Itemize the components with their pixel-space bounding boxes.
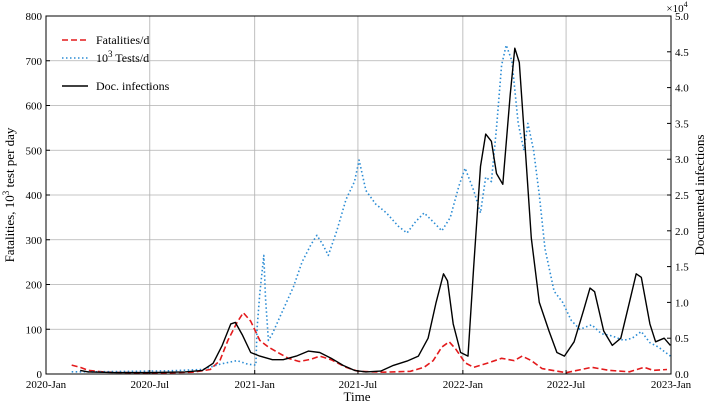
right-tick-label: 3.0 xyxy=(675,154,689,166)
right-tick-label: 2.0 xyxy=(675,226,689,238)
legend: Fatalities/d 103​ Tests/d Doc. infections xyxy=(62,33,170,93)
right-tick-label: 4.0 xyxy=(675,83,689,95)
right-tick-label: 0.0 xyxy=(675,369,689,381)
left-tick-label: 700 xyxy=(26,56,43,68)
left-tick-label: 400 xyxy=(26,190,43,202)
x-tick-label: 2023-Jan xyxy=(651,379,692,391)
grid-lines xyxy=(45,15,672,375)
series-line xyxy=(80,47,671,374)
x-axis-title: Time xyxy=(344,389,371,404)
legend-label: Doc. infections xyxy=(96,79,170,93)
series-line xyxy=(71,311,668,374)
series-line xyxy=(71,44,671,373)
left-tick-label: 0 xyxy=(37,369,43,381)
x-tick-label: 2020-Jul xyxy=(131,379,170,391)
x-tick-label: 2022-Jul xyxy=(547,379,586,391)
left-tick-label: 500 xyxy=(26,145,43,157)
x-tick-label: 2022-Jan xyxy=(443,379,484,391)
legend-label: 103​ Tests/d xyxy=(96,49,149,65)
right-tick-label: 1.5 xyxy=(675,262,689,274)
right-axis-multiplier: ×104​ xyxy=(666,0,687,15)
right-tick-label: 3.5 xyxy=(675,118,689,130)
left-tick-label: 600 xyxy=(26,101,43,113)
left-tick-label: 800 xyxy=(26,11,43,23)
right-tick-label: 0.5 xyxy=(675,333,689,345)
right-tick-label: 4.5 xyxy=(675,47,689,59)
right-tick-label: 2.5 xyxy=(675,190,689,202)
right-axis-ticks: 0.0 0.5 1.0 1.5 2.0 2.5 3.0 3.5 4.0 4.5 5.0 xyxy=(667,11,689,381)
left-tick-label: 100 xyxy=(26,324,43,336)
x-tick-label: 2021-Jan xyxy=(235,379,276,391)
x-axis-ticks: 2020-Jan 2020-Jul 2021-Jan 2021-Jul 2022-Jan… xyxy=(26,370,692,391)
left-tick-label: 300 xyxy=(26,235,43,247)
x-tick-label: 2020-Jan xyxy=(26,379,67,391)
left-axis-title: Fatalities, 103​ test per day xyxy=(1,127,17,262)
right-axis-title: Documented infections xyxy=(692,135,707,256)
right-tick-label: 1.0 xyxy=(675,297,689,309)
left-tick-label: 200 xyxy=(26,280,43,292)
left-axis-ticks: 0 100 200 300 400 500 600 700 800 xyxy=(26,11,50,381)
series-lines xyxy=(71,44,671,374)
x-tick-label: 2021-Jul xyxy=(339,379,378,391)
legend-label: Fatalities/d xyxy=(96,33,149,47)
right-tick-label: 5.0 xyxy=(675,11,689,23)
